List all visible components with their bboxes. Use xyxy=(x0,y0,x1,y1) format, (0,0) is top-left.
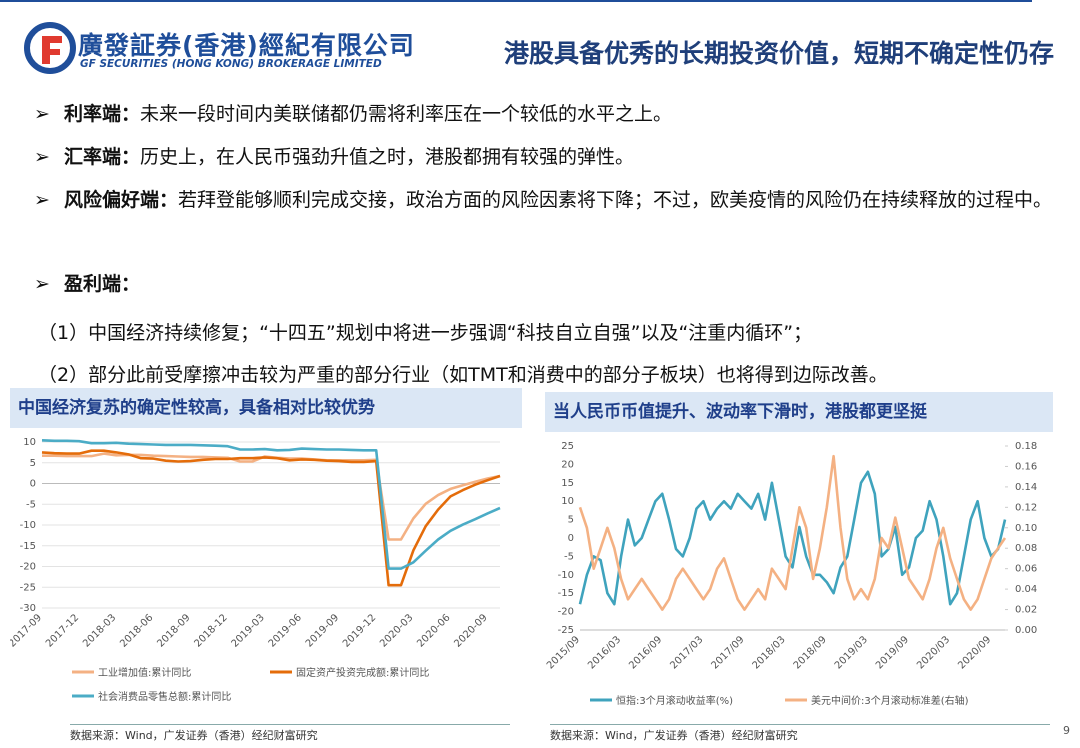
x-tick-label: 2018-09 xyxy=(155,612,192,649)
x-tick-label: 2019-09 xyxy=(304,612,341,649)
y2-tick-label: 0.08 xyxy=(1015,543,1037,554)
bullet-text: 若拜登能够顺利完成交接，政治方面的风险因素将下降；不过，欧美疫情的风险仍在持续释… xyxy=(178,189,1053,211)
x-tick-label: 2020-03 xyxy=(378,612,415,649)
x-tick-label: 2017-12 xyxy=(44,612,81,649)
x-tick-label: 2019-03 xyxy=(230,612,267,649)
bullet-text: 历史上，在人民币强劲升值之时，港股都拥有较强的弹性。 xyxy=(140,146,635,168)
y-tick-label: -10 xyxy=(558,570,574,581)
y-tick-label: -5 xyxy=(26,499,36,510)
y-tick-label: 0 xyxy=(30,479,36,490)
series-line xyxy=(41,439,501,570)
bullet-label: 汇率端： xyxy=(64,146,141,168)
y-tick-label: 15 xyxy=(561,478,574,489)
logo-f xyxy=(42,36,62,64)
x-tick-label: 2018/03 xyxy=(751,634,788,671)
y2-tick-label: 0.10 xyxy=(1015,523,1037,534)
y-tick-label: -20 xyxy=(20,562,36,573)
y2-tick-label: 0.02 xyxy=(1015,605,1037,616)
y2-tick-label: 0.04 xyxy=(1015,584,1037,595)
sub-item: （2）部分此前受摩擦冲击较为严重的部分行业（如TMT和消费中的部分子板块）也将得… xyxy=(38,364,888,386)
chart: 25 20 15 10 5 0 -5 -10 -15 -20 -25 0.18 0.16 0.14 0.12… xyxy=(545,441,1037,707)
bullet-label: 盈利端： xyxy=(64,273,141,295)
x-tick-label: 2020/09 xyxy=(956,634,993,671)
y2-tick-label: 0.12 xyxy=(1015,502,1037,513)
legend-label: 社会消费品零售总额:累计同比 xyxy=(98,690,231,703)
logo-ring xyxy=(24,22,76,74)
legend-label: 恒指:3个月滚动收益率(%) xyxy=(616,694,733,707)
x-tick-label: 2020/03 xyxy=(915,634,952,671)
y-tick-label: 10 xyxy=(561,496,574,507)
x-tick-label: 2018/09 xyxy=(792,634,829,671)
series-line xyxy=(42,452,501,541)
y-tick-label: -25 xyxy=(558,625,574,636)
x-tick-label: 2020-06 xyxy=(415,612,452,649)
y-tick-label: 5 xyxy=(568,515,574,526)
x-tick-label: 2019-12 xyxy=(341,612,378,649)
page-number: 9 xyxy=(1063,724,1070,737)
header-rule xyxy=(0,0,1032,2)
company-en: GF SECURITIES (HONG KONG) BROKERAGE LIMI… xyxy=(80,58,382,70)
chart-title: 中国经济复苏的确定性较高，具备相对比较优势 xyxy=(10,388,522,428)
series-line xyxy=(578,454,1007,611)
y-tick-label: -25 xyxy=(20,582,36,593)
y-tick-label: -10 xyxy=(20,520,36,531)
x-tick-label: 2017/09 xyxy=(709,634,746,671)
bullet: ➢ 汇率端：历史上，在人民币强劲升值之时，港股都拥有较强的弹性。 xyxy=(34,146,635,168)
y-tick-label: 0 xyxy=(568,533,574,544)
bullet-label: 利率端： xyxy=(64,103,141,125)
x-tick-label: 2018-06 xyxy=(118,612,155,649)
y-tick-label: -15 xyxy=(558,588,574,599)
bullet-text: 未来一段时间内美联储都仍需将利率压在一个较低的水平之上。 xyxy=(140,103,673,125)
x-tick-label: 2016/09 xyxy=(627,634,664,671)
sub-item: （1）中国经济持续修复；“十四五”规划中将进一步强调“科技自立自强”以及“注重内… xyxy=(38,322,813,344)
x-tick-label: 2019/03 xyxy=(833,634,870,671)
y-tick-label: 5 xyxy=(30,458,36,469)
y2-tick-label: 0.06 xyxy=(1015,564,1037,575)
y-tick-label: 10 xyxy=(23,437,36,448)
x-tick-label: 2018-03 xyxy=(81,612,118,649)
x-tick-label: 2018-12 xyxy=(192,612,229,649)
bullet: ➢ 利率端：未来一段时间内美联储都仍需将利率压在一个较低的水平之上。 xyxy=(34,103,673,125)
y2-tick-label: 0.14 xyxy=(1015,482,1037,493)
y-tick-label: -30 xyxy=(20,603,36,614)
x-tick-label: 2017-09 xyxy=(10,612,44,649)
legend-label: 固定资产投资完成额:累计同比 xyxy=(296,666,429,679)
y-tick-label: 20 xyxy=(561,459,574,470)
x-tick-label: 2016/03 xyxy=(586,634,623,671)
bullet-label: 风险偏好端： xyxy=(64,189,179,211)
x-tick-label: 2019/09 xyxy=(874,634,911,671)
x-tick-label: 2019-06 xyxy=(267,612,304,649)
source: 数据来源：Wind，广发证券（香港）经纪财富研究 xyxy=(70,724,510,743)
legend-label: 工业增加值:累计同比 xyxy=(98,666,191,679)
y-tick-label: -15 xyxy=(20,541,36,552)
company-cn: 廣發証券(香港)經紀有限公司 xyxy=(78,31,415,60)
y2-tick-label: 0.18 xyxy=(1015,441,1037,452)
logo xyxy=(24,22,76,74)
y-tick-label: -5 xyxy=(564,551,574,562)
y-tick-label: -20 xyxy=(558,607,574,618)
y2-tick-label: 0.00 xyxy=(1015,625,1037,636)
y-tick-label: 25 xyxy=(561,441,574,452)
y2-tick-label: 0.16 xyxy=(1015,461,1037,472)
x-tick-label: 2017/03 xyxy=(668,634,705,671)
series-line xyxy=(578,470,1007,606)
x-tick-label: 2020-09 xyxy=(452,612,489,649)
source: 数据来源：Wind，广发证券（香港）经纪财富研究 xyxy=(550,724,1050,743)
legend-label: 美元中间价:3个月滚动标准差(右轴) xyxy=(811,694,969,707)
slide-title: 港股具备优秀的长期投资价值，短期不确定性仍存 xyxy=(503,39,1054,68)
chart-title: 当人民币币值提升、波动率下滑时，港股都更坚挺 xyxy=(545,392,1053,432)
series-line xyxy=(41,449,501,587)
bullet: ➢ 盈利端： xyxy=(34,273,141,295)
x-tick-label: 2015/09 xyxy=(545,634,582,671)
bullet: ➢ 风险偏好端：若拜登能够顺利完成交接，政治方面的风险因素将下降；不过，欧美疫情的… xyxy=(34,189,1053,211)
